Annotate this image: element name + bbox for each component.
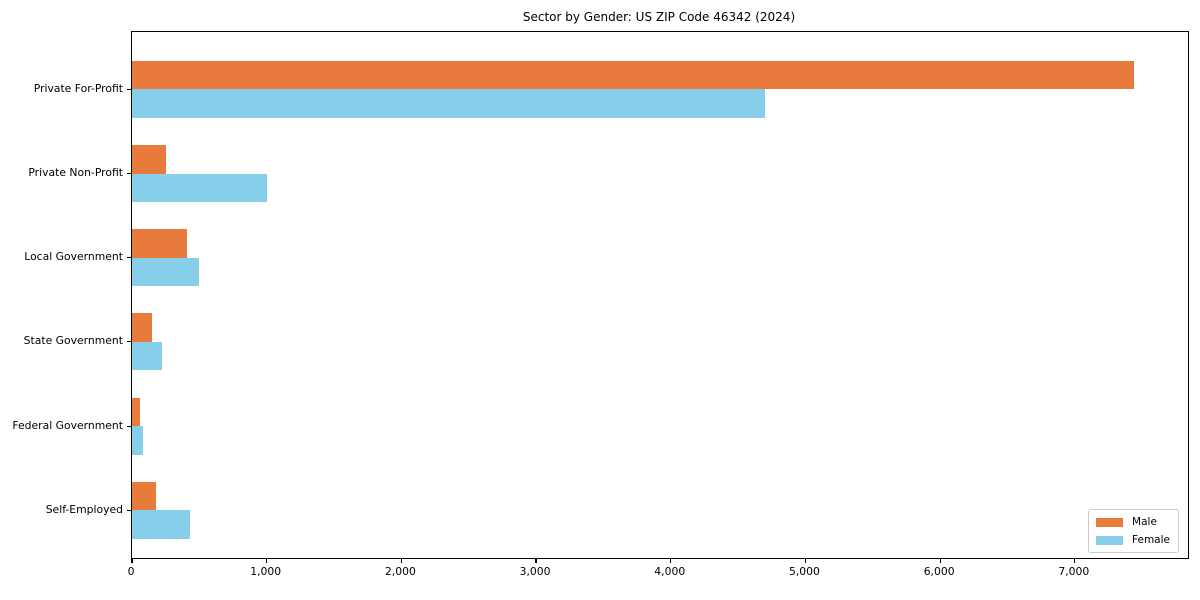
y-tick-private-for-profit <box>127 88 131 90</box>
x-tick-label-5000: 5,000 <box>789 565 820 578</box>
bar-male-private-for-profit <box>132 60 1135 90</box>
x-tick-label-0: 0 <box>127 565 135 578</box>
x-tick-label-7000: 7,000 <box>1058 565 1090 578</box>
legend: Male Female <box>1088 509 1179 553</box>
legend-swatch-male <box>1096 517 1124 527</box>
x-tick-7000 <box>1074 559 1076 564</box>
category-label-local-government: Local Government <box>24 250 123 264</box>
x-tick-label-6000: 6,000 <box>923 565 955 578</box>
x-tick-6000 <box>939 559 941 564</box>
y-tick-local-government <box>127 257 131 259</box>
bar-male-local-government <box>132 229 188 258</box>
bar-female-federal-government <box>132 426 143 455</box>
category-label-federal-government: Federal Government <box>12 418 123 432</box>
bar-male-federal-government <box>132 397 141 427</box>
category-label-private-non-profit: Private Non-Profit <box>28 166 123 179</box>
legend-swatch-female <box>1096 535 1124 545</box>
x-tick-3000 <box>535 559 537 564</box>
bar-female-private-for-profit <box>132 89 766 118</box>
x-tick-5000 <box>804 559 807 564</box>
x-tick-2000 <box>400 559 402 564</box>
bar-female-state-government <box>132 341 162 371</box>
bar-male-self-employed <box>132 481 157 511</box>
bar-female-private-non-profit <box>132 173 267 202</box>
legend-entry-female: Female <box>1096 533 1170 547</box>
y-tick-self-employed <box>127 509 131 511</box>
chart-title: Sector by Gender: US ZIP Code 46342 (202… <box>522 10 796 24</box>
x-tick-label-2000: 2,000 <box>384 565 416 578</box>
y-tick-federal-government <box>127 425 131 427</box>
x-tick-0 <box>131 559 133 564</box>
bar-female-self-employed <box>132 510 190 539</box>
bar-male-state-government <box>132 313 153 342</box>
x-tick-label-3000: 3,000 <box>519 565 551 578</box>
legend-entry-male: Male <box>1096 515 1170 529</box>
bar-male-private-non-profit <box>132 145 166 174</box>
y-tick-private-non-profit <box>127 172 131 175</box>
plot-area: Male Female <box>127 31 1189 564</box>
x-tick-label-1000: 1,000 <box>250 565 282 578</box>
category-label-state-government: State Government <box>23 334 123 348</box>
x-tick-4000 <box>670 559 672 564</box>
x-tick-label-4000: 4,000 <box>654 565 686 578</box>
x-tick-1000 <box>266 559 268 564</box>
y-tick-state-government <box>127 341 131 343</box>
legend-label-female: Female <box>1132 534 1170 546</box>
bar-female-local-government <box>132 257 200 287</box>
category-label-private-for-profit: Private For-Profit <box>33 81 123 95</box>
category-label-self-employed: Self-Employed <box>45 502 123 516</box>
legend-label-male: Male <box>1132 516 1157 528</box>
